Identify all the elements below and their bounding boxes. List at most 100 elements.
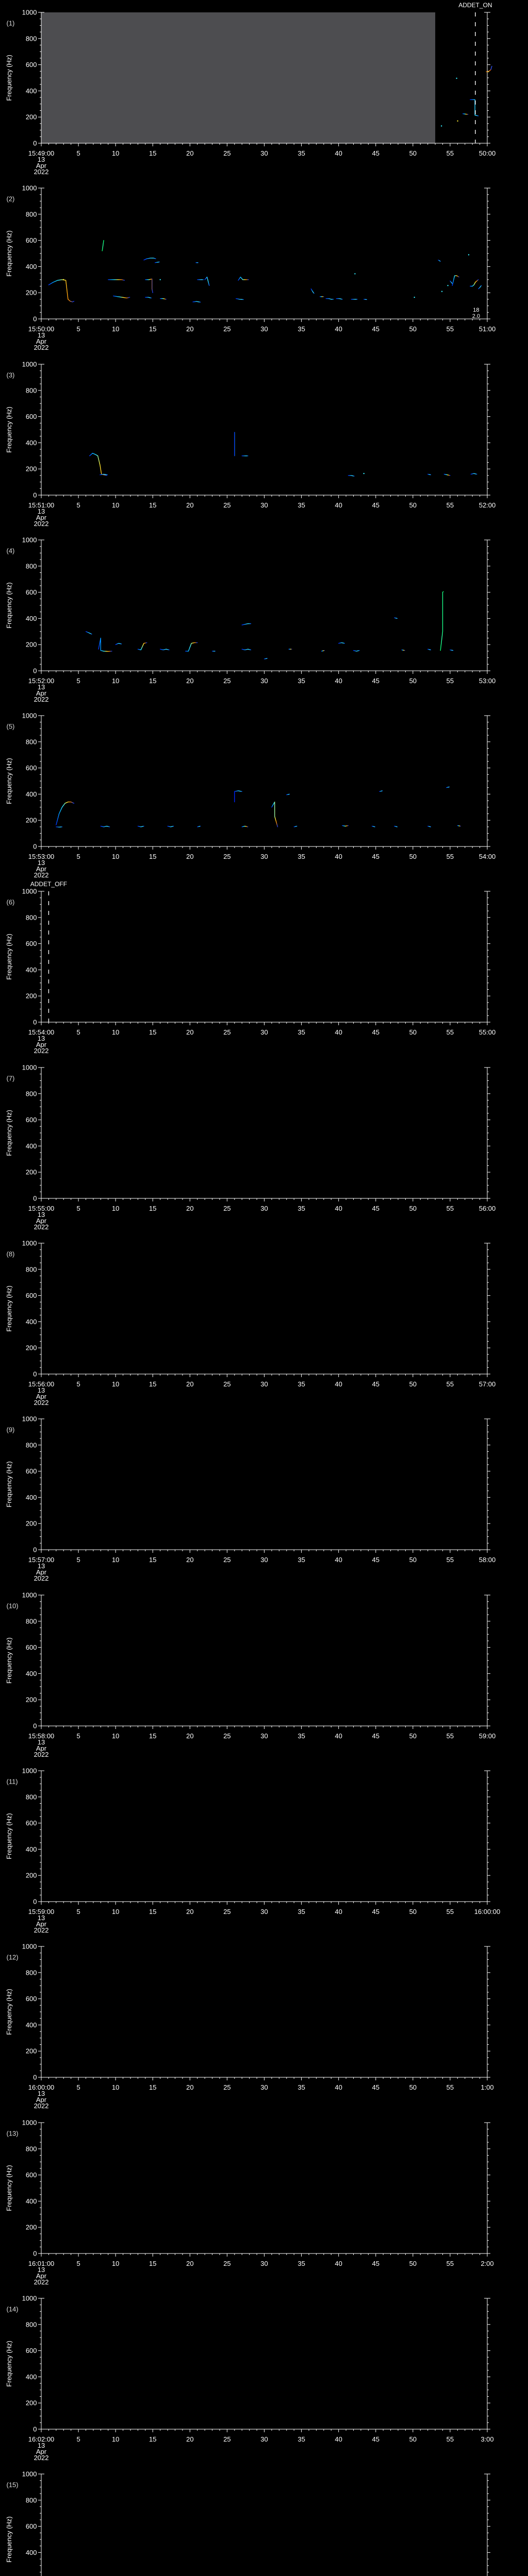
svg-text:10: 10 [112, 1028, 119, 1036]
svg-text:45: 45 [372, 2083, 380, 2091]
svg-text:40: 40 [335, 1028, 342, 1036]
svg-text:400: 400 [26, 1845, 37, 1853]
svg-text:3:00: 3:00 [481, 2435, 493, 2443]
svg-text:200: 200 [26, 113, 37, 121]
svg-text:10: 10 [112, 1556, 119, 1564]
svg-text:10: 10 [112, 325, 119, 333]
svg-text:55: 55 [447, 1028, 454, 1036]
svg-text:Frequency (Hz): Frequency (Hz) [5, 2341, 13, 2386]
svg-text:30: 30 [260, 1556, 268, 1564]
svg-text:10: 10 [112, 677, 119, 685]
svg-text:53:00: 53:00 [479, 677, 496, 685]
svg-text:20: 20 [186, 1028, 193, 1036]
svg-text:20: 20 [186, 1205, 193, 1212]
svg-text:Frequency (Hz): Frequency (Hz) [5, 934, 13, 980]
svg-text:25: 25 [223, 1908, 230, 1916]
svg-text:400: 400 [26, 2197, 37, 2205]
svg-text:600: 600 [26, 1643, 37, 1651]
svg-text:Frequency (Hz): Frequency (Hz) [5, 1462, 13, 1507]
svg-text:5: 5 [76, 2260, 80, 2267]
svg-text:800: 800 [26, 562, 37, 570]
svg-text:30: 30 [260, 1380, 268, 1388]
svg-text:Frequency (Hz): Frequency (Hz) [5, 758, 13, 804]
svg-text:15: 15 [149, 1028, 156, 1036]
svg-text:35: 35 [298, 2260, 305, 2267]
svg-text:50: 50 [409, 677, 417, 685]
svg-text:15: 15 [149, 1556, 156, 1564]
svg-text:30: 30 [260, 1205, 268, 1212]
svg-text:45: 45 [372, 149, 380, 157]
svg-text:1000: 1000 [22, 1943, 37, 1951]
svg-text:(4): (4) [7, 547, 15, 555]
svg-text:(10): (10) [7, 1602, 19, 1609]
svg-text:800: 800 [26, 914, 37, 922]
svg-text:10: 10 [112, 1732, 119, 1740]
svg-text:5: 5 [76, 677, 80, 685]
svg-text:55: 55 [447, 501, 454, 509]
svg-text:600: 600 [26, 940, 37, 948]
svg-text:10: 10 [112, 149, 119, 157]
svg-text:40: 40 [335, 325, 342, 333]
svg-text:600: 600 [26, 1116, 37, 1124]
svg-text:2022: 2022 [34, 2278, 49, 2286]
svg-text:50: 50 [409, 2083, 417, 2091]
svg-text:35: 35 [298, 1380, 305, 1388]
svg-text:800: 800 [26, 1793, 37, 1801]
svg-text:50: 50 [409, 2260, 417, 2267]
svg-text:25: 25 [223, 2083, 230, 2091]
svg-text:2022: 2022 [34, 344, 49, 351]
svg-text:200: 200 [26, 1520, 37, 1528]
svg-text:600: 600 [26, 1292, 37, 1299]
svg-text:600: 600 [26, 1467, 37, 1475]
svg-text:5: 5 [76, 1205, 80, 1212]
svg-text:30: 30 [260, 853, 268, 860]
svg-text:2022: 2022 [34, 871, 49, 879]
svg-text:20: 20 [186, 1556, 193, 1564]
svg-text:0: 0 [33, 1370, 37, 1378]
svg-text:(15): (15) [7, 2481, 19, 2489]
svg-text:0: 0 [33, 315, 37, 323]
svg-text:15: 15 [149, 149, 156, 157]
svg-text:57:00: 57:00 [479, 1380, 496, 1388]
svg-text:35: 35 [298, 1205, 305, 1212]
svg-text:20: 20 [186, 2260, 193, 2267]
svg-text:20: 20 [186, 853, 193, 860]
svg-text:25: 25 [223, 1380, 230, 1388]
svg-text:35: 35 [298, 501, 305, 509]
svg-text:50: 50 [409, 325, 417, 333]
svg-text:(12): (12) [7, 1954, 19, 1961]
svg-text:0: 0 [33, 139, 37, 147]
svg-text:50: 50 [409, 1732, 417, 1740]
svg-text:15: 15 [149, 677, 156, 685]
svg-text:(1): (1) [7, 20, 15, 27]
svg-text:20: 20 [186, 1732, 193, 1740]
svg-text:1000: 1000 [22, 888, 37, 895]
svg-text:55: 55 [447, 2083, 454, 2091]
svg-text:30: 30 [260, 2260, 268, 2267]
svg-text:55: 55 [447, 1380, 454, 1388]
svg-text:600: 600 [26, 61, 37, 69]
svg-text:2022: 2022 [34, 520, 49, 528]
svg-text:200: 200 [26, 641, 37, 649]
svg-text:2022: 2022 [34, 1751, 49, 1758]
svg-text:Frequency (Hz): Frequency (Hz) [5, 231, 13, 277]
svg-text:50: 50 [409, 1028, 417, 1036]
svg-text:1000: 1000 [22, 8, 37, 16]
svg-text:800: 800 [26, 35, 37, 42]
svg-text:1000: 1000 [22, 1767, 37, 1774]
svg-text:45: 45 [372, 1908, 380, 1916]
svg-text:400: 400 [26, 1142, 37, 1150]
svg-text:800: 800 [26, 1265, 37, 1273]
svg-text:200: 200 [26, 289, 37, 297]
svg-text:1000: 1000 [22, 1240, 37, 1247]
svg-text:10: 10 [112, 1908, 119, 1916]
svg-text:400: 400 [26, 2021, 37, 2029]
svg-text:5: 5 [76, 1380, 80, 1388]
svg-text:2022: 2022 [34, 2454, 49, 2462]
svg-text:ADDET_ON: ADDET_ON [458, 2, 492, 9]
svg-text:0: 0 [33, 2249, 37, 2257]
svg-text:0: 0 [33, 2425, 37, 2433]
svg-text:15: 15 [149, 1908, 156, 1916]
svg-text:1000: 1000 [22, 184, 37, 192]
svg-text:5: 5 [76, 1556, 80, 1564]
